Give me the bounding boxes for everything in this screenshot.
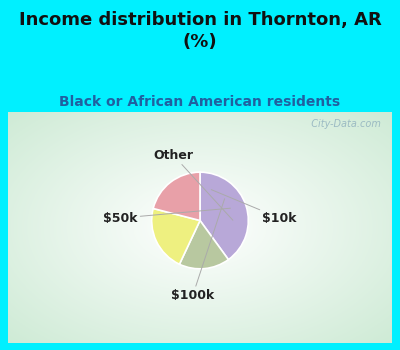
Wedge shape xyxy=(152,209,200,264)
Text: Income distribution in Thornton, AR
(%): Income distribution in Thornton, AR (%) xyxy=(19,10,381,51)
Text: Black or African American residents: Black or African American residents xyxy=(60,94,340,108)
Text: City-Data.com: City-Data.com xyxy=(305,119,380,129)
Text: $50k: $50k xyxy=(103,208,230,225)
Text: Other: Other xyxy=(154,149,233,220)
Wedge shape xyxy=(153,172,200,220)
Text: $100k: $100k xyxy=(171,199,225,302)
Text: $10k: $10k xyxy=(211,190,297,225)
Wedge shape xyxy=(180,220,228,269)
Wedge shape xyxy=(200,172,248,260)
